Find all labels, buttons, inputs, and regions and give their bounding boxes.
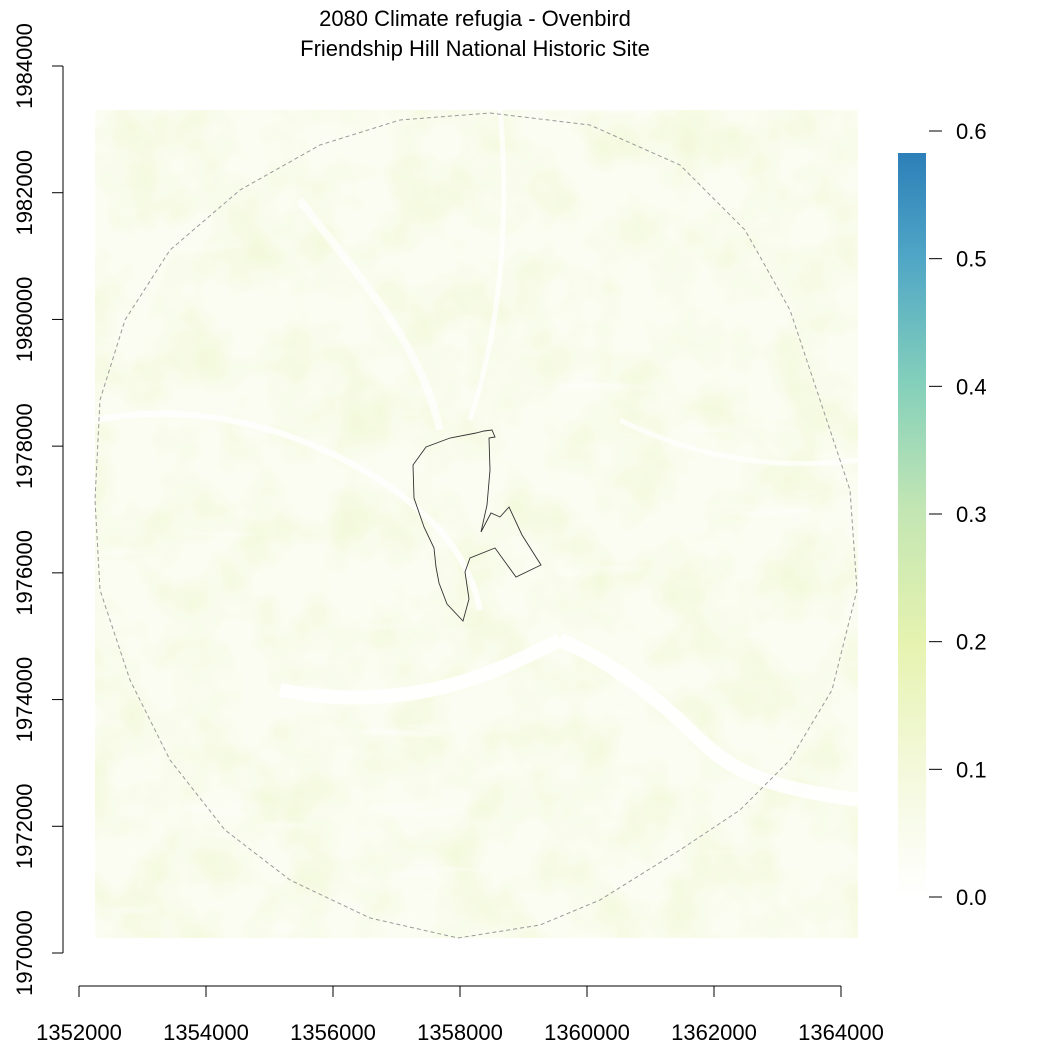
park-boundary — [412, 429, 542, 622]
y-tick-label: 1976000 — [12, 530, 37, 616]
x-tick-label: 1354000 — [163, 1020, 249, 1045]
x-tick-label: 1356000 — [290, 1020, 376, 1045]
legend-tick-label: 0.4 — [956, 374, 987, 399]
x-tick-label: 1352000 — [36, 1020, 122, 1045]
y-tick-label: 1984000 — [12, 23, 37, 109]
legend-tick-label: 0.5 — [956, 247, 987, 272]
y-tick-label: 1980000 — [12, 277, 37, 363]
river-streak — [278, 633, 858, 807]
legend-tick-label: 0.1 — [956, 757, 987, 782]
y-tick-label: 1972000 — [12, 783, 37, 869]
x-tick-label: 1362000 — [671, 1020, 757, 1045]
legend-tick-label: 0.6 — [956, 119, 987, 144]
color-legend: 0.0 0.1 0.2 0.3 0.4 0.5 0.6 — [898, 119, 987, 910]
x-axis: 1352000 1354000 1356000 1358000 1360000 13620… — [36, 985, 884, 1045]
legend-tick-label: 0.2 — [956, 630, 987, 655]
x-tick-label: 1364000 — [798, 1020, 884, 1045]
river-streak — [95, 410, 483, 611]
map-title-line1: 2080 Climate refugia - Ovenbird — [319, 6, 631, 31]
y-tick-label: 1978000 — [12, 403, 37, 489]
river-streak — [467, 110, 507, 421]
x-tick-label: 1360000 — [544, 1020, 630, 1045]
y-axis: 1970000 1972000 1974000 1976000 1978000 19800… — [12, 23, 64, 996]
legend-colorbar — [898, 153, 926, 897]
river-streak — [618, 417, 858, 467]
habitat-raster — [95, 110, 858, 938]
y-tick-label: 1974000 — [12, 657, 37, 743]
river-streak — [296, 197, 444, 431]
legend-tick-label: 0.3 — [956, 502, 987, 527]
x-tick-label: 1358000 — [417, 1020, 503, 1045]
map-title-line2: Friendship Hill National Historic Site — [300, 36, 650, 61]
legend-tick-label: 0.0 — [956, 885, 987, 910]
y-tick-label: 1970000 — [12, 910, 37, 996]
y-tick-label: 1982000 — [12, 150, 37, 236]
buffer-boundary — [94, 112, 858, 939]
